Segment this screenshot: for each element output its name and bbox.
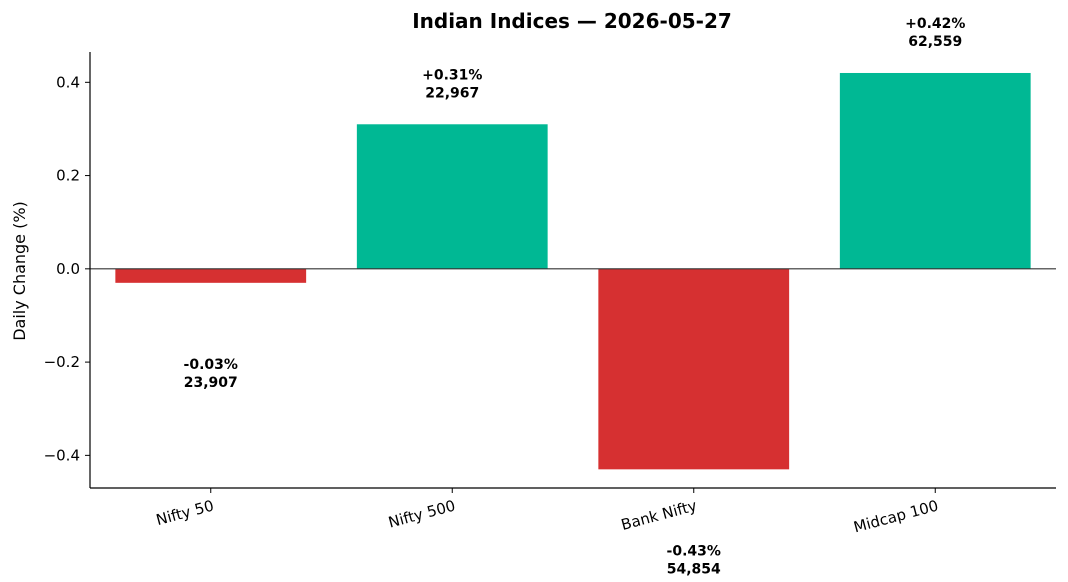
data-label-change: +0.42% <box>905 16 965 32</box>
data-label-level: 23,907 <box>184 375 238 391</box>
x-tick-label: Bank Nifty <box>619 496 699 534</box>
data-label-level: 22,967 <box>425 85 479 101</box>
data-label-change: -0.43% <box>667 543 721 559</box>
chart-title: Indian Indices — 2026-05-27 <box>412 9 732 33</box>
bar-midcap-100 <box>839 72 1031 269</box>
y-tick-label: −0.4 <box>44 446 80 464</box>
data-label-change: +0.31% <box>422 67 482 83</box>
bar-nifty-50 <box>115 268 307 283</box>
y-tick-label: 0.2 <box>56 167 80 185</box>
bar-bank-nifty <box>598 268 790 470</box>
data-label-change: -0.03% <box>184 357 238 373</box>
y-tick-label: 0.0 <box>56 260 80 278</box>
data-label-level: 62,559 <box>908 34 962 50</box>
x-tick-label: Midcap 100 <box>852 496 941 536</box>
bar-nifty-500 <box>356 124 548 269</box>
x-tick-label: Nifty 500 <box>386 496 457 531</box>
y-axis-label: Daily Change (%) <box>10 201 29 341</box>
data-label-level: 54,854 <box>667 561 721 577</box>
y-tick-label: 0.4 <box>56 73 80 91</box>
x-tick-label: Nifty 50 <box>154 496 216 529</box>
plot-area: −0.4 −0.2 0.0 0.2 0.4 Nifty 50 Nifty 500 Bank N… <box>44 16 1056 577</box>
y-tick-label: −0.2 <box>44 353 80 371</box>
